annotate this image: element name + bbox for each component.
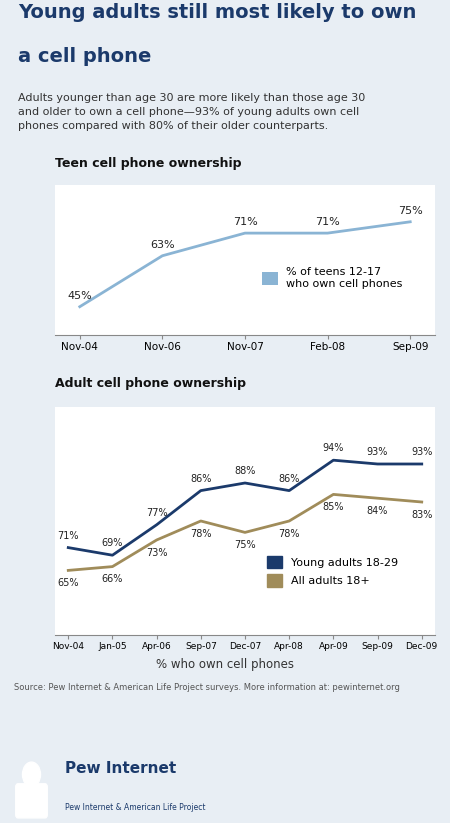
Text: Teen cell phone ownership: Teen cell phone ownership [55,157,242,170]
Text: 78%: 78% [190,528,212,538]
Text: Adult cell phone ownership: Adult cell phone ownership [55,377,246,390]
Text: 71%: 71% [233,217,257,227]
Text: 94%: 94% [323,444,344,453]
Legend: Young adults 18-29, All adults 18+: Young adults 18-29, All adults 18+ [262,551,403,591]
Text: 45%: 45% [68,291,92,301]
Text: Source: Pew Internet & American Life Project surveys. More information at: pewin: Source: Pew Internet & American Life Pro… [14,683,400,692]
Text: Pew Internet: Pew Internet [65,761,176,776]
Text: 75%: 75% [234,540,256,550]
Text: a cell phone: a cell phone [18,47,151,66]
Text: 69%: 69% [102,538,123,548]
Legend: % of teens 12-17
who own cell phones: % of teens 12-17 who own cell phones [257,263,407,293]
Text: 85%: 85% [323,502,344,512]
Text: 78%: 78% [279,528,300,538]
Text: 66%: 66% [102,574,123,584]
Text: 83%: 83% [411,509,432,519]
Text: Adults younger than age 30 are more likely than those age 30
and older to own a : Adults younger than age 30 are more like… [18,93,365,131]
Text: 86%: 86% [279,474,300,484]
FancyBboxPatch shape [16,783,47,818]
Text: 77%: 77% [146,508,167,518]
Text: 93%: 93% [367,447,388,457]
Text: 71%: 71% [315,217,340,227]
Text: 63%: 63% [150,240,175,250]
Text: 86%: 86% [190,474,212,484]
Text: Young adults still most likely to own: Young adults still most likely to own [18,3,416,22]
Text: 65%: 65% [58,578,79,588]
Circle shape [22,762,40,787]
Text: Pew Internet & American Life Project: Pew Internet & American Life Project [65,802,206,811]
Text: % who own cell phones: % who own cell phones [156,658,294,671]
Text: 73%: 73% [146,547,167,558]
Text: 71%: 71% [58,531,79,541]
Text: 84%: 84% [367,506,388,516]
Text: 75%: 75% [398,206,423,216]
Text: 88%: 88% [234,466,256,477]
Text: 93%: 93% [411,447,432,457]
